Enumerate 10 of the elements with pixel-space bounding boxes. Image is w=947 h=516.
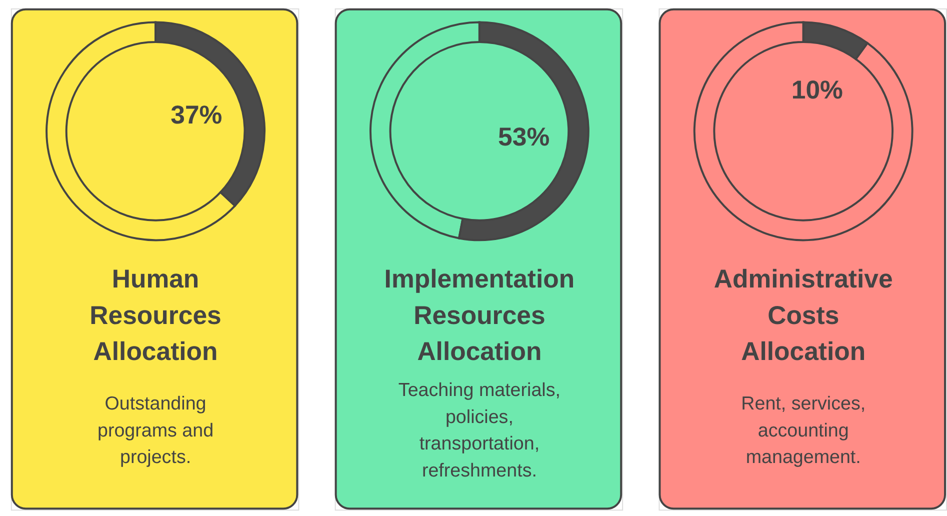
text: Administrative Costs Allocation <box>714 266 893 366</box>
text: Implementation Resources Allocation <box>384 266 575 366</box>
text: Human Resources Allocation <box>90 266 222 366</box>
text: Teaching materials, policies, transportation, refreshments. <box>398 379 560 480</box>
text: Rent, services, accounting management. <box>741 392 866 468</box>
donut-slice <box>693 21 914 241</box>
data-label: 37% <box>170 101 222 130</box>
data-label: 53% <box>498 123 550 152</box>
data-label: 10% <box>791 76 844 105</box>
text: Outstanding programs and projects. <box>97 392 214 468</box>
